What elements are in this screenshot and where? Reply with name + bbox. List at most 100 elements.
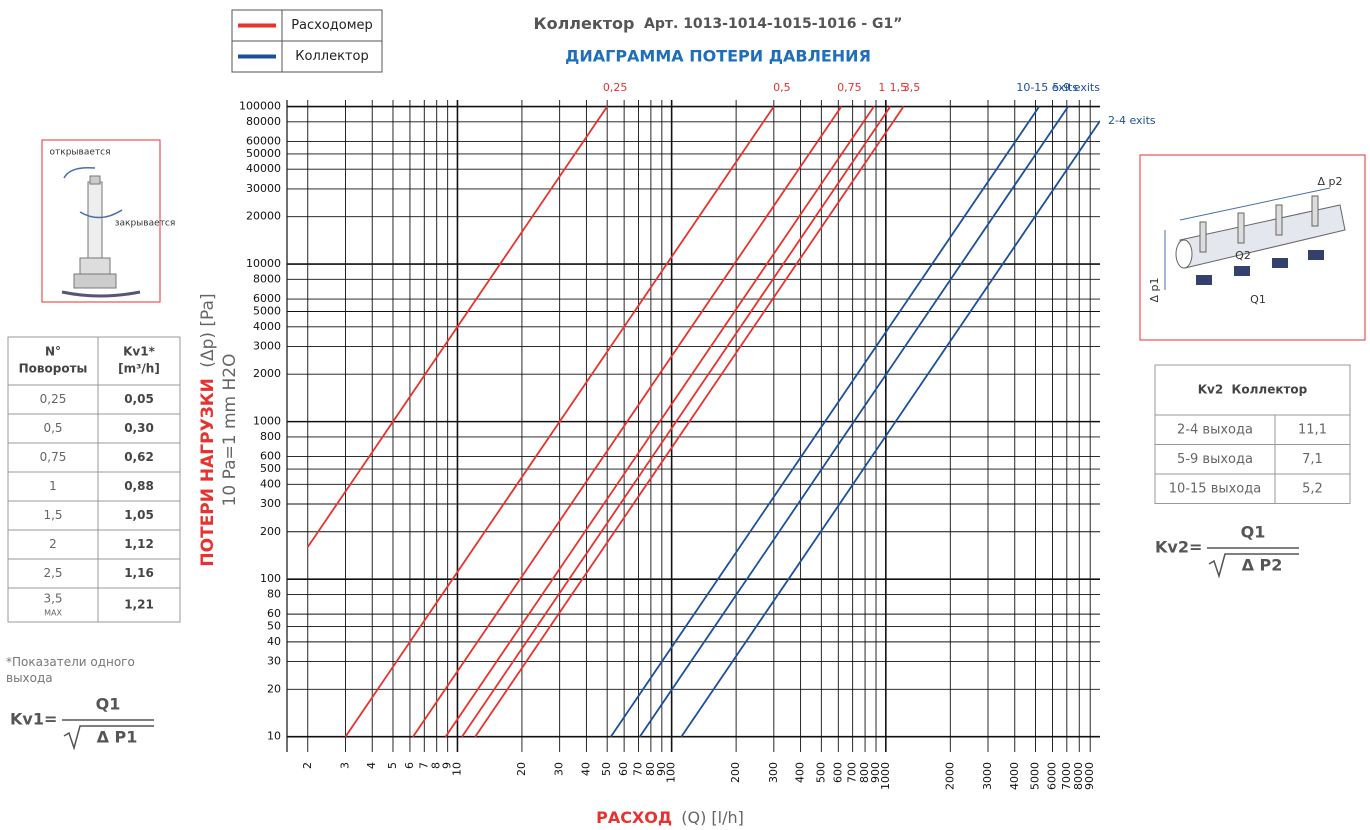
x-tick-label: 1000 (879, 762, 892, 790)
y-tick-label: 3000 (253, 339, 281, 352)
x-tick-label: 2 (301, 762, 314, 769)
series-label: 0,5 (773, 81, 791, 94)
table-cell: 5-9 выхода (1177, 452, 1253, 467)
table-border (7, 336, 181, 623)
chart-subtitle: ДИАГРАММА ПОТЕРИ ДАВЛЕНИЯ (565, 47, 871, 66)
x-tick-label: 6000 (1045, 762, 1058, 790)
manifold-label: Δ p1 (1148, 277, 1161, 302)
footnote-box: *Показатели одного выхода (6, 655, 135, 685)
table-cell: 11,1 (1298, 422, 1327, 437)
footnote: *Показатели одного выхода (6, 655, 135, 685)
chart-title: Коллектор Арт. 1013-1014-1015-1016 - G1” (534, 14, 903, 33)
table-cell: 0,62 (124, 450, 154, 464)
y-tick-label: 500 (260, 462, 281, 475)
series-line (412, 106, 843, 738)
x-tick-label: 60 (617, 762, 630, 776)
series-line (639, 106, 1069, 738)
x-tick-label: 80 (644, 762, 657, 776)
x-tick-label: 2000 (943, 762, 956, 790)
manifold-label: Q1 (1250, 293, 1266, 306)
series-line (444, 106, 875, 738)
x-tick-label: 200 (729, 762, 742, 783)
table-cell: 5,2 (1302, 481, 1323, 496)
manifold-label: Q2 (1235, 249, 1251, 262)
y-tick-label: 100 (260, 572, 281, 585)
y-tick-label: 10000 (246, 257, 281, 270)
x-tick-label: 900 (869, 762, 882, 783)
x-tick-label: 3 (338, 762, 351, 769)
formula-denominator: Δ P1 (97, 728, 138, 747)
formula-numerator: Q1 (1241, 523, 1266, 542)
y-label-main: ПОТЕРИ НАГРУЗКИ (198, 378, 218, 566)
valve-label: открывается (50, 148, 111, 158)
y-tick-label: 20 (267, 682, 281, 695)
y-tick-label: 6000 (253, 292, 281, 305)
valve-illustration (41, 139, 161, 303)
series-line (344, 106, 775, 738)
x-tick-label: 70 (631, 762, 644, 776)
series-label: 2-4 exits (1108, 114, 1156, 127)
y-tick-label: 4000 (253, 320, 281, 333)
table-cell: 1,16 (124, 566, 154, 580)
y-tick-label: 100000 (239, 100, 281, 113)
y-tick-label: 1000 (253, 415, 281, 428)
x-tick-label: 90 (655, 762, 668, 776)
y-tick-label: 800 (260, 430, 281, 443)
table-header: Повороты (19, 362, 88, 376)
x-tick-label: 10 (450, 762, 463, 776)
x-tick-label: 100 (665, 762, 678, 783)
table-header: N° (45, 345, 61, 359)
table-cell: 1,5 (43, 508, 62, 522)
series-label: 0,75 (837, 81, 862, 94)
series-line (610, 106, 1040, 738)
x-tick-label: 800 (858, 762, 871, 783)
y-tick-label: 50 (267, 620, 281, 633)
y-tick-label: 30000 (246, 182, 281, 195)
y-tick-label: 300 (260, 497, 281, 510)
formula-lhs: Kv1= (10, 710, 57, 729)
table-cell: 1,21 (124, 598, 154, 612)
y-tick-label: 8000 (253, 272, 281, 285)
y-tick-label: 80000 (246, 115, 281, 128)
table-cell: 10-15 выхода (1169, 481, 1261, 496)
table-cell: 1,12 (124, 537, 154, 551)
table-border (1154, 364, 1351, 504)
x-tick-label: 50 (600, 762, 613, 776)
x-tick-label: 6 (403, 762, 416, 769)
table-cell: 0,75 (40, 450, 67, 464)
series-label: 5-9 exits (1052, 81, 1100, 94)
table-header: Kv2 Коллектор (1198, 383, 1308, 397)
x-tick-label: 3000 (981, 762, 994, 790)
formula-radical (63, 725, 154, 751)
formula-denominator: Δ P2 (1242, 556, 1283, 575)
series-label: 1 (878, 81, 885, 94)
table-cell: 2,5 (43, 566, 62, 580)
y-axis-note: 10 Pa=1 mm H2O (220, 354, 240, 507)
table-cell: 0,05 (124, 392, 154, 406)
table-cell: 0,25 (40, 392, 67, 406)
table-cell: 3,5 (43, 592, 62, 606)
x-tick-label: 7000 (1060, 762, 1073, 790)
y-label-unit: (Δp) [Pa] (198, 293, 218, 367)
series-line (461, 106, 892, 738)
x-tick-label: 8000 (1072, 762, 1085, 790)
y-tick-label: 2000 (253, 367, 281, 380)
x-tick-label: 5000 (1029, 762, 1042, 790)
x-tick-label: 20 (515, 762, 528, 776)
series-label: 1,5 (890, 81, 908, 94)
x-label-unit: (Q) [l/h] (681, 808, 744, 827)
x-tick-label: 40 (579, 762, 592, 776)
table-cell: 2-4 выхода (1177, 422, 1253, 437)
y-tick-label: 40000 (246, 162, 281, 175)
series-line (680, 120, 1100, 738)
y-tick-label: 40 (267, 635, 281, 648)
x-tick-label: 500 (814, 762, 827, 783)
x-tick-label: 5 (386, 762, 399, 769)
y-tick-label: 5000 (253, 305, 281, 318)
table-cell: 0,5 (43, 421, 62, 435)
legend-label: Расходомер (291, 18, 373, 33)
y-tick-label: 400 (260, 477, 281, 490)
legend-label: Коллектор (295, 49, 368, 64)
x-label-main: РАСХОД (596, 808, 672, 827)
